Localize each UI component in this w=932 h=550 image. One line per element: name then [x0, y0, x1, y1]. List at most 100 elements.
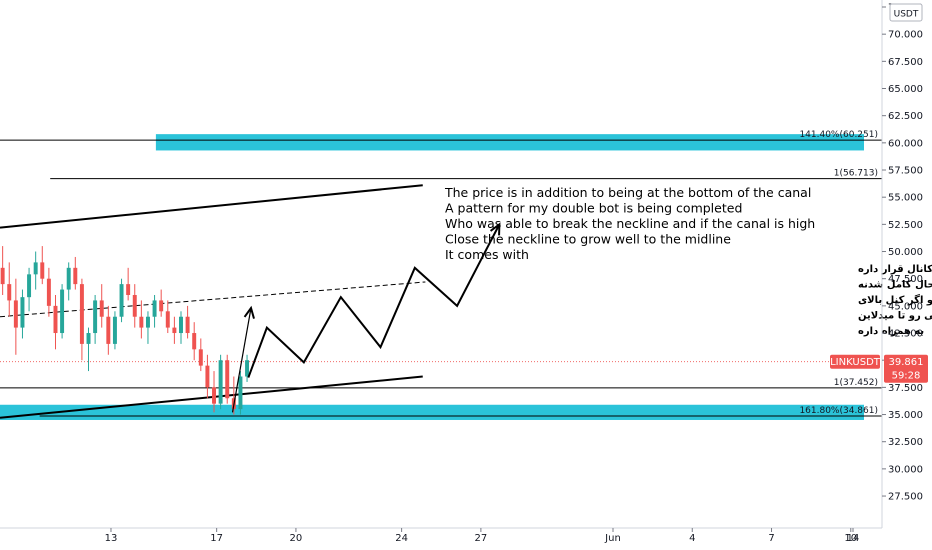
candle-body — [172, 327, 177, 334]
annotation-persian-line: خط گردن بسته بشه رشد خوبی رو تا میدلاین — [858, 309, 932, 322]
candle-body — [119, 284, 124, 317]
price-tick-label: 47.500 — [888, 274, 923, 285]
projection-arrowhead — [489, 222, 501, 236]
candle-body — [139, 316, 144, 328]
candle-body — [46, 278, 51, 306]
candle-body — [93, 300, 98, 334]
price-tick-label: 65.000 — [888, 84, 923, 95]
price-tick-label: 30.000 — [888, 464, 923, 475]
candle-body — [27, 274, 32, 298]
candle-body — [198, 349, 203, 366]
candle — [165, 300, 170, 334]
price-tick-label: 70.000 — [888, 30, 923, 41]
annotation-english-line: It comes with — [445, 247, 529, 262]
small-arrowhead — [243, 305, 255, 319]
currency-label: USDT — [889, 3, 923, 22]
channel-trendline — [0, 375, 423, 419]
candle — [225, 354, 230, 404]
level-label: 1(56.713) — [834, 169, 878, 179]
candle — [139, 300, 144, 339]
candle-body — [66, 267, 71, 290]
price-badge — [884, 354, 928, 383]
candle — [106, 305, 111, 355]
price-tick-label: 62.500 — [888, 111, 923, 122]
symbol-badge-text: LINKUSDT — [830, 357, 881, 368]
support-resistance-zone — [0, 404, 864, 420]
candle — [218, 354, 223, 410]
currency-text: USDT — [894, 10, 919, 20]
candle-body — [7, 284, 12, 301]
candle — [198, 338, 203, 372]
current-price-badge: LINKUSDT 39.861 59:28 — [830, 354, 928, 383]
channel-trendlines — [0, 184, 426, 419]
candle — [132, 284, 137, 328]
price-tick-label: 50.000 — [888, 247, 923, 258]
price-badge-value: 39.861 — [889, 357, 924, 368]
time-tick-label: 7 — [768, 533, 774, 544]
time-tick-label: 27 — [475, 533, 488, 544]
time-tick-label: 10 — [844, 533, 857, 544]
price-axis[interactable]: 72.50070.00067.50065.00062.50060.00057.5… — [881, 0, 923, 528]
candle-body — [0, 267, 5, 285]
candle-body — [245, 360, 250, 377]
candle-body — [99, 300, 104, 317]
candle — [179, 311, 183, 344]
candle-body — [205, 365, 210, 388]
price-tick-label: 42.500 — [888, 329, 923, 340]
price-tick-label: 57.500 — [888, 166, 923, 177]
candle-body — [112, 316, 117, 344]
small-arrow — [231, 307, 252, 413]
candles — [0, 246, 250, 415]
currency-box — [889, 3, 923, 22]
time-tick-label: 4 — [689, 533, 695, 544]
candle-body — [40, 262, 45, 279]
candle — [86, 327, 91, 372]
annotation-persian-line: که تونسته خط گردن رو بشکونه و اگر کنل با… — [858, 293, 932, 306]
annotations: The price is in addition to being at the… — [444, 185, 932, 337]
price-tick-label: 27.500 — [888, 492, 923, 503]
projection-path — [231, 222, 501, 413]
candle — [40, 246, 45, 285]
candle-body — [225, 360, 230, 399]
candle-body — [238, 376, 243, 410]
candle — [192, 322, 197, 361]
candle-body — [60, 289, 65, 334]
price-tick-label: 67.500 — [888, 57, 923, 68]
horizontal-levels: 141.40%(60.251) 1(56.713) 1(37.452) 161.80%… — [0, 130, 882, 420]
time-tick-label: 13 — [105, 533, 118, 544]
annotation-english-line: The price is in addition to being at the… — [444, 185, 811, 200]
candle — [0, 246, 5, 295]
candle — [112, 311, 117, 350]
price-badge-countdown: 59:28 — [892, 371, 921, 382]
candle-body — [179, 316, 183, 334]
candle-body — [218, 360, 223, 404]
candle-body — [192, 333, 197, 350]
candle — [13, 278, 18, 355]
candle — [152, 294, 157, 328]
candle — [93, 294, 98, 344]
candle — [185, 305, 190, 339]
time-tick-label: 24 — [395, 533, 408, 544]
annotation-persian-line: قیمت علاوه بر اینکه در کف کانال قرار دار… — [858, 264, 932, 275]
candle-body — [86, 333, 91, 344]
candle-body — [145, 316, 150, 328]
candle-body — [212, 387, 216, 404]
candle — [27, 267, 32, 312]
candle — [126, 267, 131, 301]
level-label: 141.40%(60.251) — [799, 130, 878, 140]
annotation-english-line: A pattern for my double bot is being com… — [445, 201, 742, 216]
time-tick-label: 20 — [290, 533, 303, 544]
candle-body — [79, 284, 84, 344]
candle — [99, 284, 104, 328]
candle-body — [33, 262, 38, 275]
candle — [212, 371, 216, 413]
midline-trendline — [0, 281, 426, 318]
candle-body — [185, 316, 190, 334]
candle-body — [13, 300, 18, 328]
candle — [60, 284, 65, 339]
price-tick-label: 45.000 — [888, 301, 923, 312]
price-tick-label: 60.000 — [888, 138, 923, 149]
price-tick-label: 32.500 — [888, 437, 923, 448]
